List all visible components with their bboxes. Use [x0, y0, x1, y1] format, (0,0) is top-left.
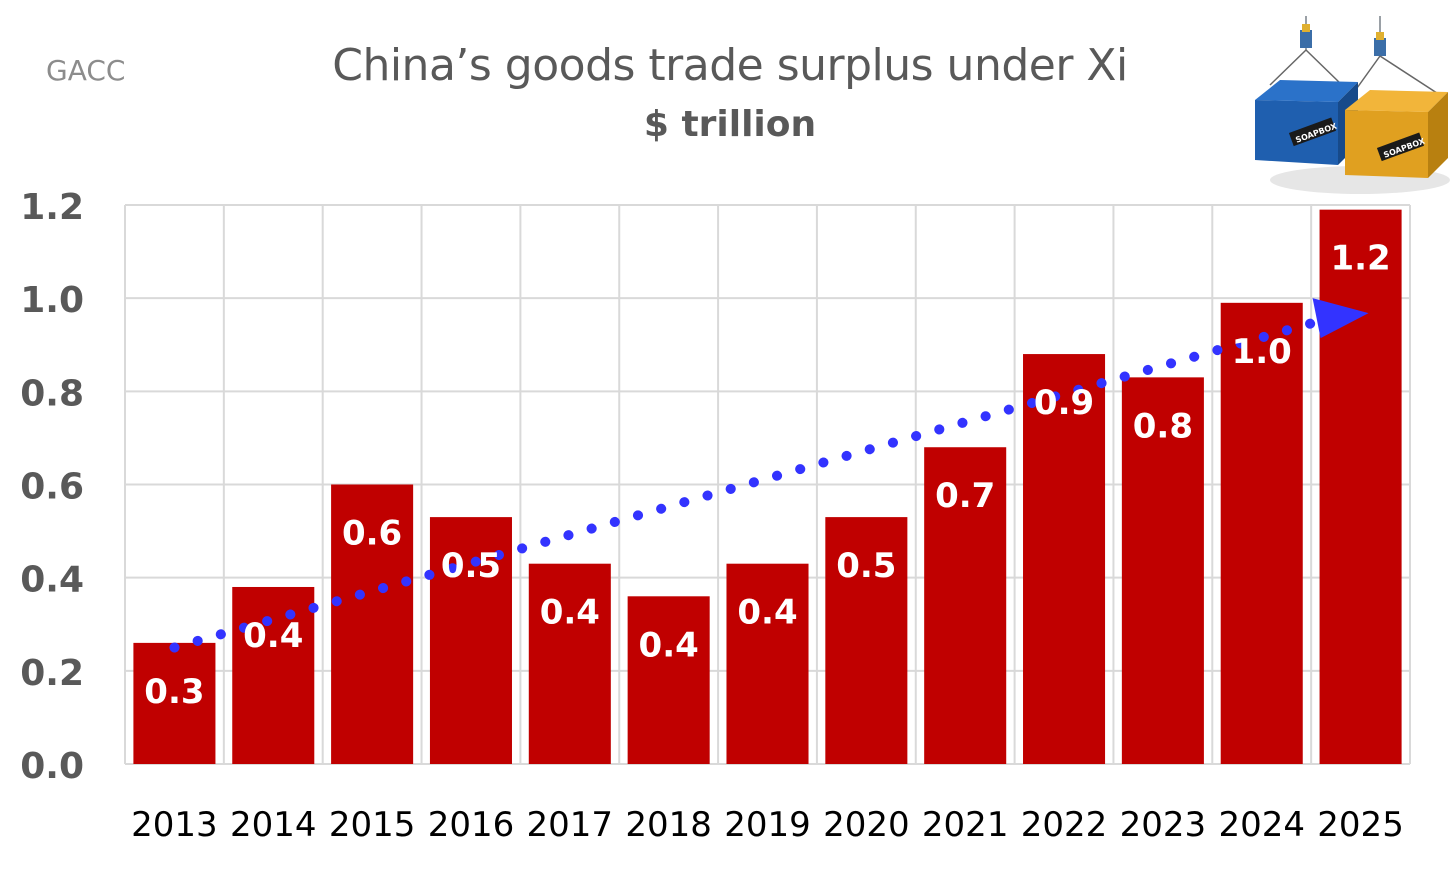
- x-tick-label: 2022: [1021, 805, 1108, 845]
- source-label: GACC: [46, 54, 126, 87]
- x-tick-label: 2015: [329, 805, 416, 845]
- bar: [232, 586, 315, 764]
- y-tick-label: 0.2: [20, 653, 84, 694]
- bar: [726, 563, 809, 764]
- y-tick-label: 0.6: [20, 467, 84, 508]
- cargo-containers-icon: SOAPBOX SOAPBOX: [1255, 16, 1450, 194]
- y-tick-label: 1.2: [20, 187, 84, 228]
- data-label: 0.6: [342, 514, 402, 554]
- bar: [528, 563, 611, 764]
- x-tick-label: 2019: [724, 805, 811, 845]
- y-tick-label: 1.0: [20, 280, 84, 321]
- bar: [924, 447, 1007, 764]
- bar: [331, 484, 414, 764]
- data-label: 0.3: [144, 672, 204, 712]
- bar: [1023, 354, 1106, 764]
- x-tick-label: 2021: [922, 805, 1009, 845]
- data-label: 0.9: [1034, 383, 1094, 423]
- bar: [825, 517, 908, 764]
- x-tick-label: 2016: [428, 805, 515, 845]
- x-tick-label: 2025: [1317, 805, 1404, 845]
- bar: [627, 596, 710, 764]
- bar: [1319, 209, 1402, 765]
- data-label: 0.5: [836, 546, 896, 586]
- y-tick-label: 0.8: [20, 373, 84, 414]
- y-tick-label: 0.4: [20, 560, 84, 601]
- data-label: 1.0: [1232, 332, 1292, 372]
- x-tick-label: 2017: [527, 805, 614, 845]
- y-tick-label: 0.0: [20, 746, 84, 787]
- x-tick-label: 2013: [131, 805, 218, 845]
- data-label: 0.4: [737, 593, 797, 633]
- data-label: 0.5: [441, 546, 501, 586]
- bar: [1121, 377, 1204, 764]
- data-label: 0.8: [1133, 406, 1193, 446]
- x-tick-label: 2020: [823, 805, 910, 845]
- bar: [1220, 302, 1303, 764]
- data-label: 0.7: [935, 476, 995, 516]
- x-tick-label: 2018: [625, 805, 712, 845]
- bar: [133, 642, 216, 764]
- trend-arrowhead: [1312, 298, 1369, 339]
- chart-subtitle: $ trillion: [643, 104, 817, 145]
- data-label: 0.4: [243, 616, 303, 656]
- x-tick-label: 2024: [1218, 805, 1305, 845]
- x-tick-label: 2023: [1120, 805, 1207, 845]
- data-label: 0.4: [639, 625, 699, 665]
- x-tick-label: 2014: [230, 805, 317, 845]
- data-label: 1.2: [1330, 239, 1390, 279]
- data-label: 0.4: [540, 593, 600, 633]
- chart-title: China’s goods trade surplus under Xi: [332, 40, 1128, 91]
